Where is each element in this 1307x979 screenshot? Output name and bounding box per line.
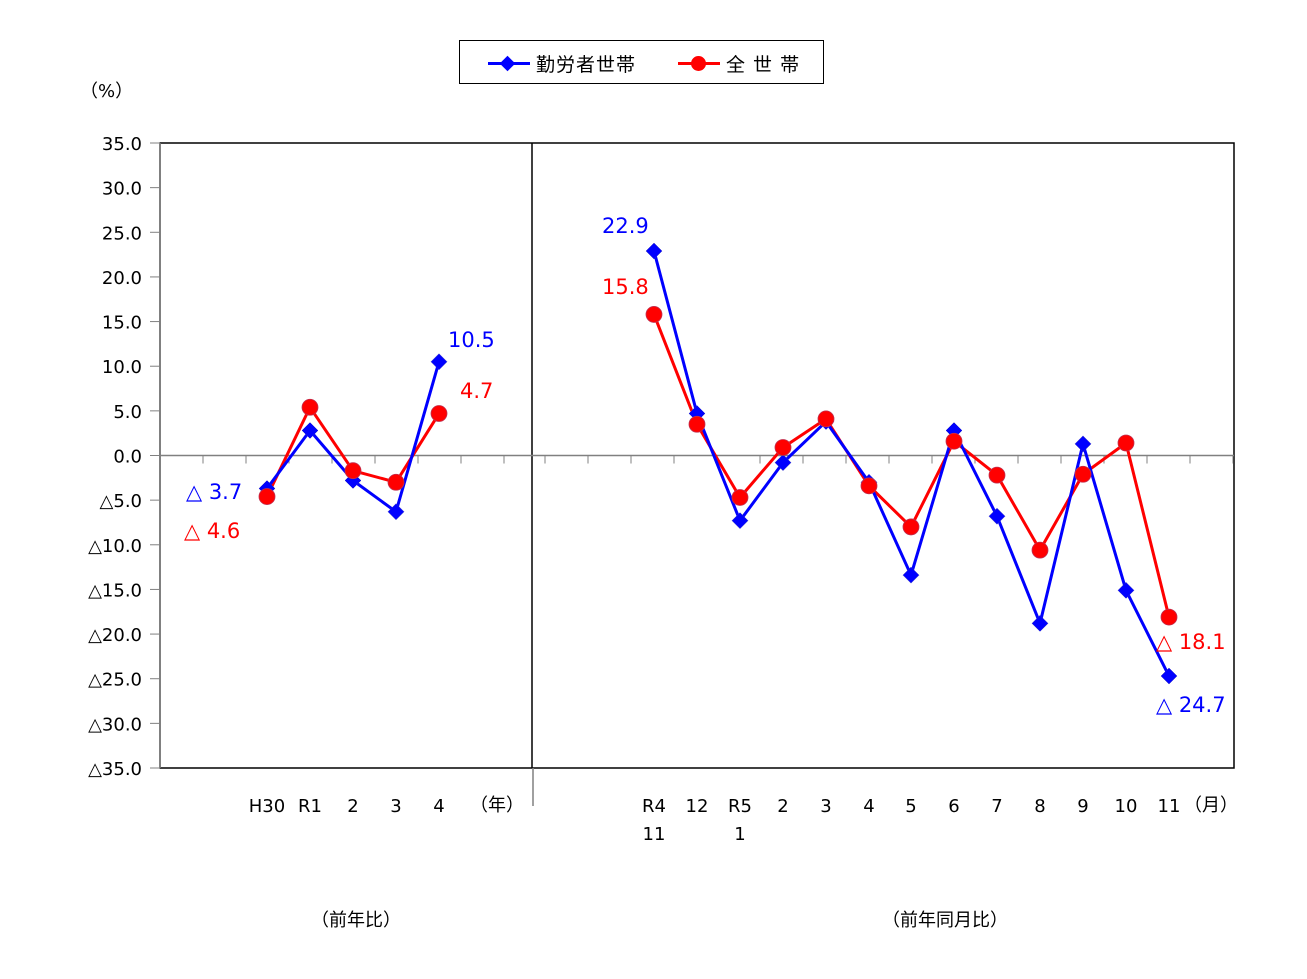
x-tick-label: 7 [991,796,1002,817]
x-tick-label: R5 [728,796,752,817]
circle-marker-icon [1074,465,1092,483]
x-tick-label: 3 [390,796,401,817]
x-tick-label: 9 [1077,796,1088,817]
y-tick-label: 10.0 [102,357,142,378]
legend-item-all: 全 世 帯 [678,41,800,85]
y-tick-label: △5.0 [100,491,142,512]
circle-marker-icon [731,489,749,506]
circle-marker-icon [945,432,963,450]
x-unit-label: （年） [470,795,524,816]
legend-circle-icon [678,51,720,75]
x-tick-label: R4 [642,796,666,817]
y-tick-label: 25.0 [102,223,142,244]
y-tick-label: △10.0 [88,536,142,557]
x-tick-label: 8 [1034,796,1045,817]
diamond-marker-icon [731,512,749,530]
circle-marker-icon [817,410,835,428]
circle-marker-icon [301,398,319,416]
data-label: △ 24.7 [1156,693,1226,717]
x-tick-label: 5 [905,796,916,817]
series-line-workers [265,361,441,514]
diamond-marker-icon [1031,615,1049,632]
x-tick-label: H30 [249,796,285,817]
data-label: △ 3.7 [186,480,242,504]
diamond-marker-icon [1117,581,1135,599]
legend-item-workers: 勤労者世帯 [488,41,636,85]
circle-marker-icon [860,477,878,495]
panel-caption: （前年同月比） [882,910,1008,931]
data-label: 4.7 [460,379,493,403]
y-tick-label: △30.0 [88,714,142,735]
y-tick-label: 30.0 [102,179,142,200]
data-label: 10.5 [448,328,495,352]
legend: 勤労者世帯 全 世 帯 [459,40,824,84]
y-tick-label: △35.0 [88,759,142,780]
data-label: △ 4.6 [184,519,240,543]
circle-marker-icon [344,462,362,480]
series-line-workers [652,250,1171,677]
x-tick-label: 1 [734,824,745,845]
x-tick-label: 3 [820,796,831,817]
x-tick-label: 12 [686,796,709,817]
circle-marker-icon [1117,434,1135,452]
circle-marker-icon [258,488,276,505]
y-tick-label: 20.0 [102,268,142,289]
y-tick-label: △20.0 [88,625,142,646]
diamond-marker-icon [1074,435,1092,453]
y-tick-label: △25.0 [88,670,142,691]
x-unit-label: （月） [1184,795,1238,816]
data-label: △ 18.1 [1156,630,1226,654]
circle-marker-icon [430,405,448,422]
circle-marker-icon [988,466,1006,484]
circle-marker-icon [774,439,792,456]
x-tick-label: 10 [1115,796,1138,817]
data-label: 22.9 [602,214,649,238]
y-unit-label: （%） [80,81,133,102]
x-tick-label: 6 [948,796,959,817]
circle-marker-icon [645,306,663,323]
diamond-marker-icon [1160,667,1178,685]
x-tick-label: 11 [1158,796,1181,817]
x-tick-label: R1 [298,796,322,817]
y-tick-label: 5.0 [113,402,142,423]
circle-marker-icon [688,415,706,433]
diamond-marker-icon [645,242,663,260]
x-tick-label: 11 [643,824,666,845]
data-label: 15.8 [602,275,649,299]
circle-marker-icon [1031,541,1049,559]
diamond-marker-icon [301,422,319,439]
diamond-marker-icon [430,353,448,371]
diamond-marker-icon [902,566,920,584]
x-tick-label: 4 [433,796,444,817]
legend-label-workers: 勤労者世帯 [536,53,637,76]
x-tick-label: 4 [863,796,874,817]
legend-diamond-icon [488,51,530,75]
circle-marker-icon [1160,608,1178,626]
diamond-marker-icon [774,454,792,471]
diamond-marker-icon [387,503,405,521]
legend-label-all: 全 世 帯 [726,53,801,76]
diamond-marker-icon [988,507,1006,525]
y-tick-label: 0.0 [113,447,142,468]
y-tick-label: 15.0 [102,313,142,334]
y-tick-label: △15.0 [88,580,142,601]
circle-marker-icon [387,473,405,491]
x-tick-label: 2 [777,796,788,817]
y-tick-label: 35.0 [102,134,142,155]
circle-marker-icon [902,518,920,536]
x-tick-label: 2 [347,796,358,817]
panel-caption: （前年比） [311,910,401,931]
